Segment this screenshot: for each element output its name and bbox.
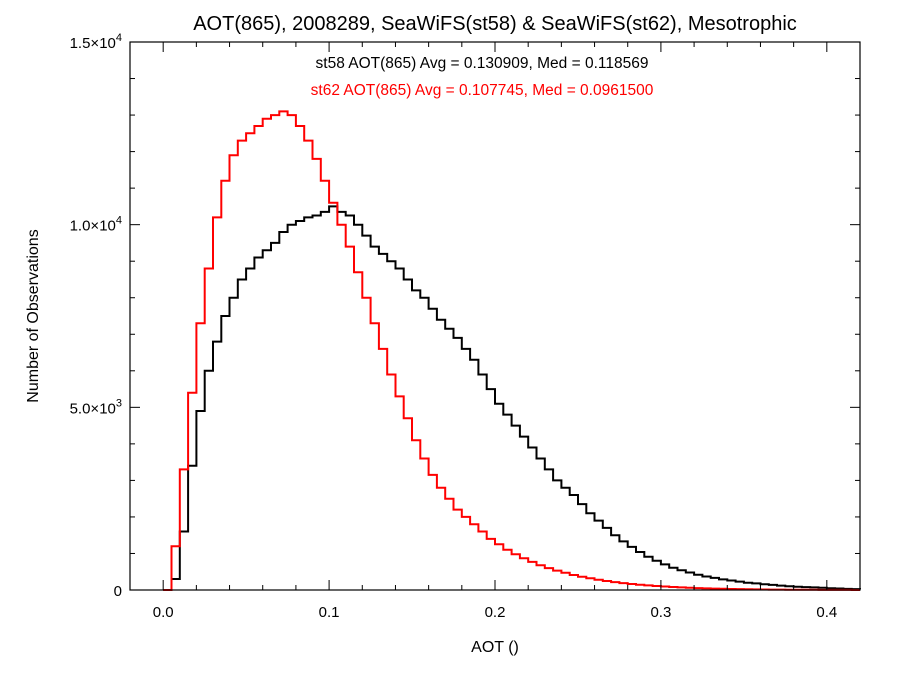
y-tick-label: 0 xyxy=(114,583,122,600)
y-tick-label: 1.0×104 xyxy=(70,215,122,235)
x-tick-label: 0.4 xyxy=(816,604,837,621)
y-tick-label: 5.0×103 xyxy=(70,397,122,417)
x-tick-label: 0.2 xyxy=(485,604,506,621)
y-axis: 0 5.0×103 1.0×104 1.5×104 xyxy=(70,32,860,600)
annotation-st58: st58 AOT(865) Avg = 0.130909, Med = 0.11… xyxy=(316,55,649,72)
plot-frame xyxy=(129,41,861,591)
x-axis-label: AOT () xyxy=(471,639,519,656)
chart-title: AOT(865), 2008289, SeaWiFS(st58) & SeaWi… xyxy=(193,13,797,35)
series-layer xyxy=(163,110,861,591)
x-tick-label: 0.1 xyxy=(319,604,340,621)
series-line-st58 xyxy=(163,205,861,591)
y-tick-label: 1.5×104 xyxy=(70,32,122,52)
series-line-st62 xyxy=(163,110,860,591)
y-axis-label: Number of Observations xyxy=(25,229,42,402)
annotation-st62: st62 AOT(865) Avg = 0.107745, Med = 0.09… xyxy=(311,82,654,99)
x-axis: 0.0 0.1 0.2 0.3 0.4 xyxy=(129,42,861,621)
x-tick-label: 0.3 xyxy=(650,604,671,621)
x-tick-label: 0.0 xyxy=(153,604,174,621)
